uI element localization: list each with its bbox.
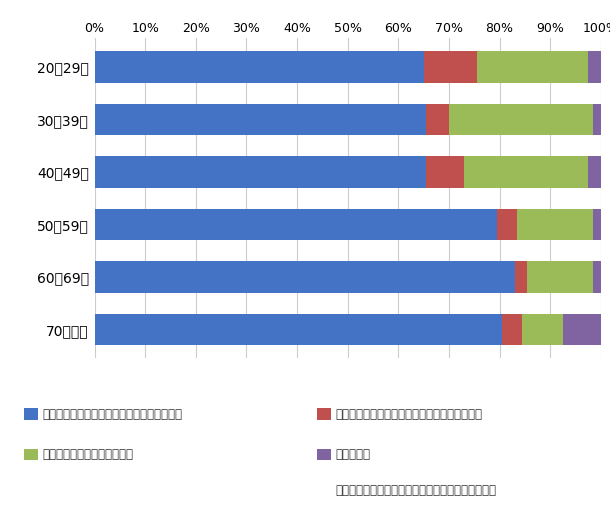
Bar [464,156,588,187]
Text: わからない: わからない [336,448,370,461]
Bar [588,156,601,187]
Bar [95,104,426,135]
Bar [95,313,502,345]
Bar [563,313,601,345]
Bar [426,156,464,187]
Bar [594,104,601,135]
Bar [95,209,497,240]
Text: 借家（賃貸住宅）で構わない: 借家（賃貸住宅）で構わない [43,448,134,461]
Bar [517,209,594,240]
Bar [497,209,517,240]
Bar [426,104,449,135]
Text: （国土交通省「土地問題に関する国民の意識調査）: （国土交通省「土地問題に関する国民の意識調査） [336,484,497,497]
Bar [594,261,601,293]
Bar [95,156,426,187]
Bar [515,261,528,293]
Bar [95,261,515,293]
Bar [528,261,594,293]
Bar [95,51,424,83]
Bar [522,313,563,345]
Text: 土地・建物については、両方とも所有したい: 土地・建物については、両方とも所有したい [43,407,183,421]
Bar [588,51,601,83]
Text: 建物を所有していれば、土地は借地で構わない: 建物を所有していれば、土地は借地で構わない [336,407,483,421]
Bar [424,51,477,83]
Bar [449,104,594,135]
Bar [477,51,588,83]
Bar [502,313,522,345]
Bar [594,209,601,240]
